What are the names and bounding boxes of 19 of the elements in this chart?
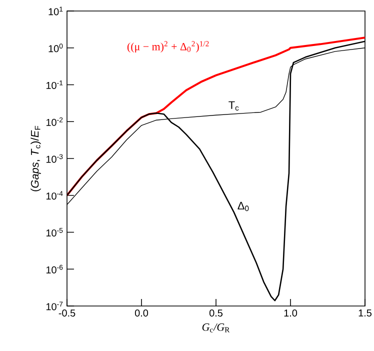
series-label: Δ$_{0}$	[238, 202, 249, 212]
y-axis-title: (Gaps, T$_{c}$)/E$_{F}$	[30, 126, 41, 192]
y-tick-label: 10$^{-4}$	[46, 191, 63, 200]
y-tick-label: 10$^{-6}$	[46, 264, 63, 274]
x-tick-label: 1.0	[284, 310, 298, 317]
y-tick-label: 10$^{0}$	[48, 44, 63, 52]
y-tick-label: 10$^{-5}$	[46, 228, 63, 237]
series-label: T$_{c}$	[228, 101, 239, 111]
x-tick-label: -0.5	[58, 310, 76, 317]
y-tick-label: 10$^{-3}$	[46, 154, 63, 163]
y-tick-label: 10$^{1}$	[48, 6, 63, 16]
y-tick-label: 10$^{-2}$	[46, 117, 63, 126]
y-tick-label: 10$^{-1}$	[46, 80, 63, 90]
y-tick-label: 10$^{-7}$	[46, 302, 63, 310]
x-tick-label: 1.5	[358, 310, 372, 316]
x-tick-label: 0.5	[209, 310, 223, 317]
text: ((μ − m)$^{2}$ + Δ$_{0}$$^{2}$)$^{1/2}$	[127, 41, 209, 53]
x-tick-label: 0.0	[134, 310, 148, 317]
x-axis-title: G$_{c}$/G$_{R}$	[202, 323, 230, 332]
